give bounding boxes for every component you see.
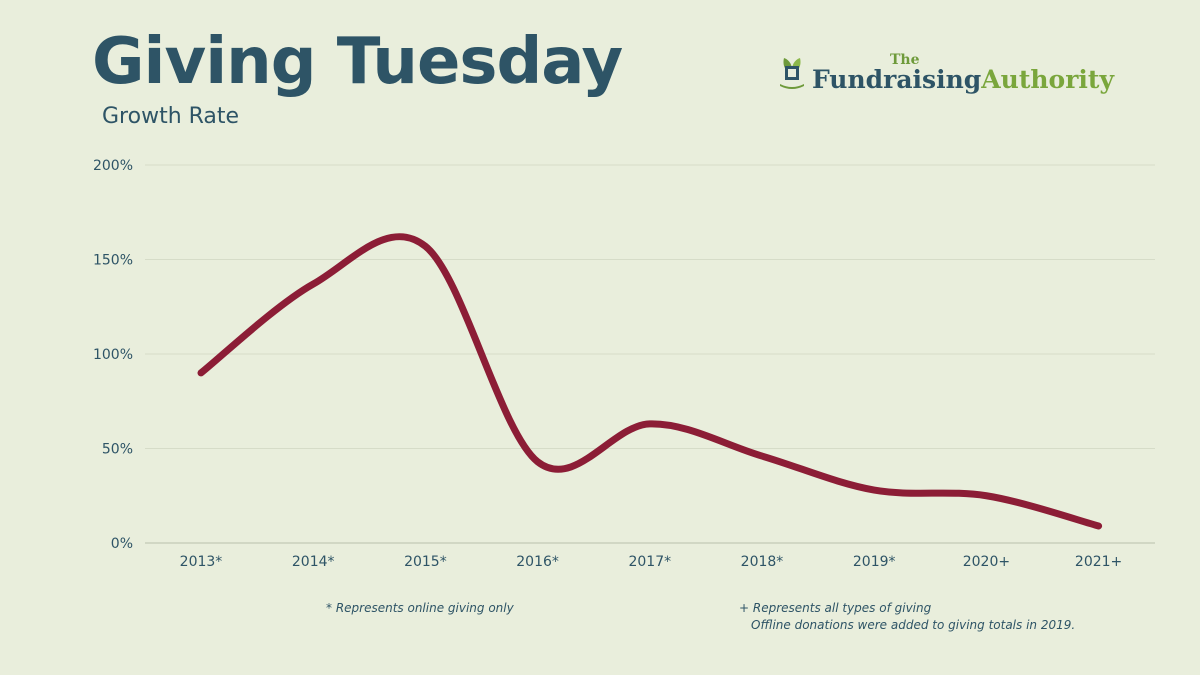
x-tick-label: 2020+ (963, 554, 1010, 570)
logo: The FundraisingAuthority (776, 52, 1114, 92)
footnote-all-types-line2: Offline donations were added to giving t… (751, 618, 1076, 633)
series-layer (197, 233, 1103, 530)
x-tick-label: 2014* (292, 554, 335, 570)
x-tick-label: 2013* (180, 554, 223, 570)
logo-wordmark: The FundraisingAuthority (812, 52, 1114, 94)
y-tick-label: 200% (93, 158, 133, 174)
y-tick-label: 0% (111, 536, 133, 552)
x-tick-label: 2021+ (1075, 554, 1122, 570)
x-tick-label: 2015* (404, 554, 447, 570)
x-tick-label: 2017* (628, 554, 671, 570)
grid-lines (145, 164, 1155, 544)
footnote-online: * Represents online giving only (326, 601, 514, 615)
y-tick-label: 50% (102, 442, 133, 458)
x-tick-label: 2018* (741, 554, 784, 570)
y-axis-ticks: 0% 50% 100% 150% 200% (93, 158, 133, 552)
logo-accent-text: Authority (981, 65, 1114, 94)
page-subtitle: Growth Rate (102, 104, 240, 129)
page-title: Giving Tuesday (92, 25, 623, 99)
series-line (197, 233, 1103, 530)
logo-main-text: Fundraising (812, 65, 982, 94)
x-tick-label: 2016* (516, 554, 559, 570)
x-tick-label: 2019* (853, 554, 896, 570)
footnote-all-types-line1: + Represents all types of giving (739, 601, 932, 615)
plant-sprout-icon (780, 58, 804, 89)
footnote-all-types: + Represents all types of giving Offline… (739, 600, 1075, 635)
logo-the: The (890, 52, 920, 68)
y-tick-label: 150% (93, 253, 133, 269)
x-axis-ticks: 2013* 2014* 2015* 2016* 2017* 2018* 2019* 2020+… (180, 554, 1123, 570)
y-tick-label: 100% (93, 347, 133, 363)
